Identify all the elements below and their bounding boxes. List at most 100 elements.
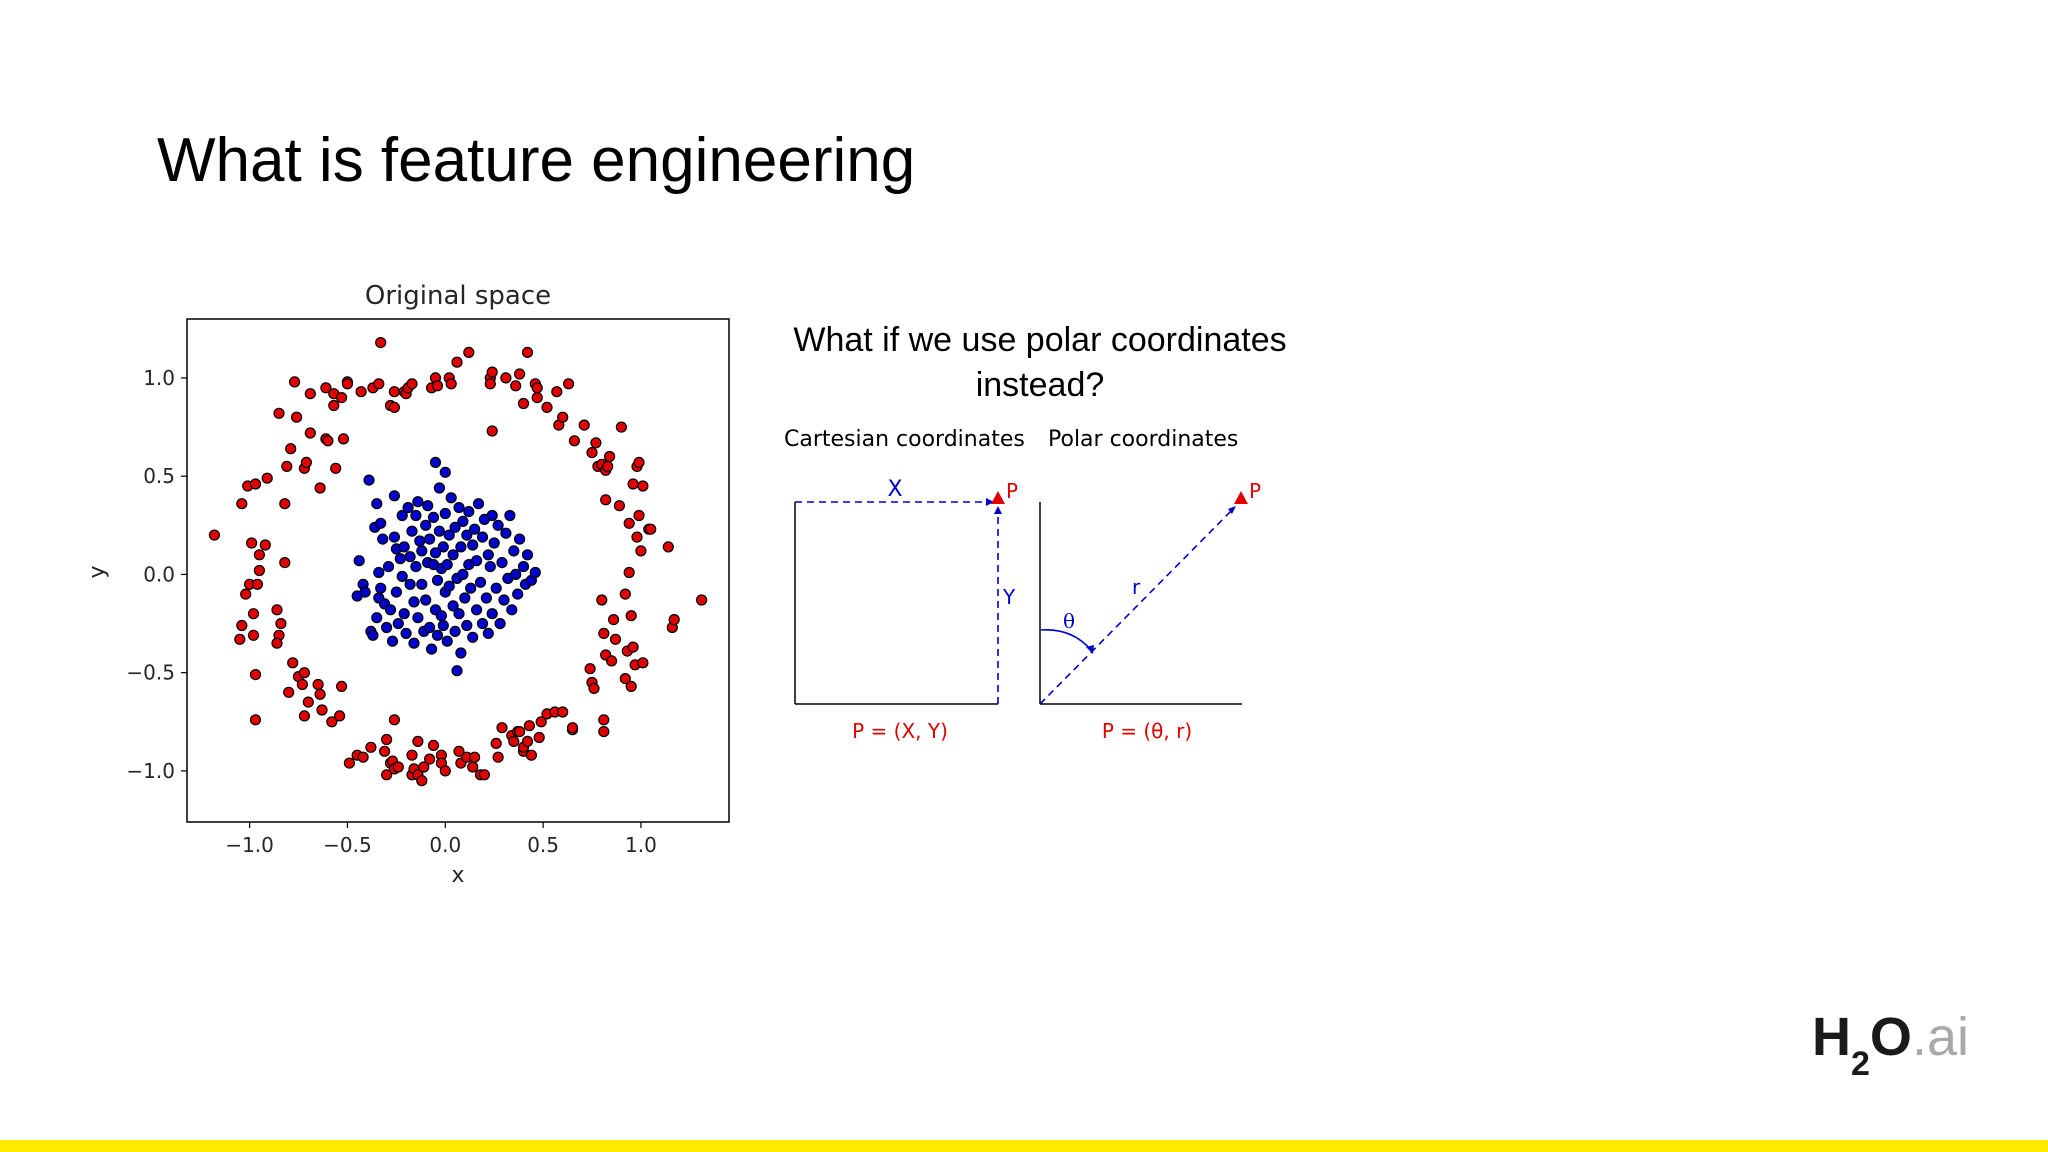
- scatter-point-0-108: [496, 722, 508, 734]
- scatter-point-1-116: [512, 588, 524, 600]
- scatter-point-0-136: [568, 435, 580, 447]
- scatter-point-0-126: [541, 401, 553, 413]
- scatter-point-1-40: [412, 496, 424, 508]
- scatter-point-1-18: [384, 604, 397, 616]
- scatter-point-1-123: [451, 665, 463, 677]
- x-tick-label: 0.0: [429, 833, 461, 857]
- scatter-point-1-20: [388, 531, 400, 543]
- scatter-point-0-100: [469, 751, 481, 763]
- scatter-point-0-1: [236, 498, 248, 510]
- scatter-point-0-7: [240, 588, 252, 600]
- scatter-point-1-53: [427, 511, 440, 523]
- scatter-point-1-120: [521, 549, 534, 561]
- x-tick-label: 0.5: [527, 833, 559, 857]
- scatter-point-0-160: [619, 588, 631, 600]
- scatter-point-0-23: [279, 498, 291, 510]
- scatter-point-0-49: [334, 710, 346, 722]
- scatter-point-1-45: [420, 519, 432, 531]
- scatter-point-1-98: [480, 592, 492, 604]
- scatter-point-0-90: [431, 380, 444, 392]
- scatter-point-0-5: [253, 549, 265, 561]
- bottom-accent-bar: [0, 1140, 2048, 1152]
- scatter-point-0-104: [484, 378, 496, 390]
- scatter-point-1-107: [494, 618, 506, 630]
- scatter-point-1-113: [506, 604, 518, 616]
- scatter-point-0-41: [314, 688, 326, 700]
- scatter-point-0-124: [533, 731, 545, 744]
- scatter-point-0-187: [521, 346, 534, 359]
- scatter-point-1-37: [410, 561, 422, 573]
- chart-title: Original space: [365, 281, 551, 311]
- scatter-point-0-3: [249, 478, 262, 490]
- scatter-point-0-148: [598, 726, 610, 738]
- scatter-point-1-33: [404, 578, 416, 590]
- scatter-point-1-105: [490, 582, 502, 594]
- scatter-point-0-150: [600, 494, 612, 506]
- scatter-point-0-17: [261, 472, 273, 484]
- y-tick-label: −1.0: [126, 759, 175, 783]
- scatter-point-1-25: [394, 553, 406, 565]
- scatter-point-1-1: [353, 555, 365, 567]
- scatter-point-0-11: [236, 619, 248, 632]
- scatter-point-0-106: [490, 737, 502, 749]
- scatter-point-0-51: [337, 433, 350, 445]
- cartesian-formula: P = (X, Y): [852, 719, 948, 743]
- scatter-point-0-66: [381, 769, 393, 781]
- scatter-point-0-112: [510, 380, 522, 392]
- scatter-point-0-133: [563, 378, 575, 390]
- scatter-point-1-22: [390, 586, 402, 598]
- scatter-point-0-171: [633, 509, 645, 522]
- scatter-point-1-88: [467, 539, 479, 551]
- cartesian-p-label: P: [1006, 479, 1018, 503]
- scatter-point-1-68: [443, 529, 455, 541]
- scatter-point-1-57: [431, 574, 444, 586]
- scatter-point-1-50: [424, 533, 436, 545]
- scatter-point-0-118: [521, 735, 534, 747]
- scatter-point-1-38: [410, 509, 422, 522]
- scatter-point-0-173: [635, 545, 647, 557]
- scatter-point-1-72: [447, 549, 459, 561]
- scatter-point-1-56: [431, 629, 444, 641]
- y-axis-label: y: [85, 565, 110, 578]
- scatter-point-0-59: [355, 386, 367, 398]
- scatter-point-1-63: [437, 541, 449, 553]
- scatter-point-1-14: [377, 533, 389, 545]
- y-arrowhead: [994, 506, 1002, 514]
- scatter-point-1-89: [467, 631, 479, 643]
- scatter-point-1-12: [375, 582, 387, 594]
- scatter-point-0-54: [336, 391, 348, 404]
- scatter-point-0-122: [531, 391, 543, 404]
- scatter-point-1-76: [453, 502, 465, 514]
- scatter-point-1-36: [408, 596, 420, 608]
- scatter-point-1-102: [486, 509, 498, 522]
- scatter-point-1-110: [500, 527, 512, 539]
- scatter-point-1-65: [439, 507, 451, 520]
- scatter-point-0-109: [500, 372, 512, 384]
- y-tick-label: 1.0: [143, 366, 175, 390]
- scatter-point-1-115: [510, 568, 522, 580]
- scatter-point-1-84: [461, 619, 473, 632]
- scatter-point-0-21: [275, 618, 287, 630]
- scatter-point-1-31: [402, 502, 414, 514]
- x-axis-label: x: [451, 863, 464, 888]
- scatter-point-1-112: [504, 509, 516, 522]
- logo-h: H: [1812, 1007, 1851, 1067]
- scatter-point-1-24: [392, 618, 404, 630]
- scatter-point-0-163: [623, 566, 635, 579]
- scatter-point-0-16: [259, 539, 271, 551]
- scatter-point-0-180: [668, 614, 680, 626]
- scatter-point-1-81: [457, 515, 469, 527]
- scatter-point-0-82: [412, 735, 424, 747]
- scatter-point-0-99: [467, 761, 479, 773]
- scatter-point-0-131: [557, 411, 569, 423]
- scatter-point-1-86: [463, 506, 475, 518]
- scatter-point-0-166: [627, 641, 639, 653]
- scatter-point-0-154: [605, 655, 618, 667]
- scatter-point-0-156: [609, 633, 622, 645]
- scatter-point-0-147: [598, 714, 610, 726]
- scatter-point-0-155: [607, 614, 620, 626]
- polar-theta-label: θ: [1063, 609, 1075, 633]
- scatter-point-0-43: [316, 704, 328, 716]
- scatter-point-0-167: [627, 478, 639, 490]
- scatter-point-0-24: [281, 460, 293, 472]
